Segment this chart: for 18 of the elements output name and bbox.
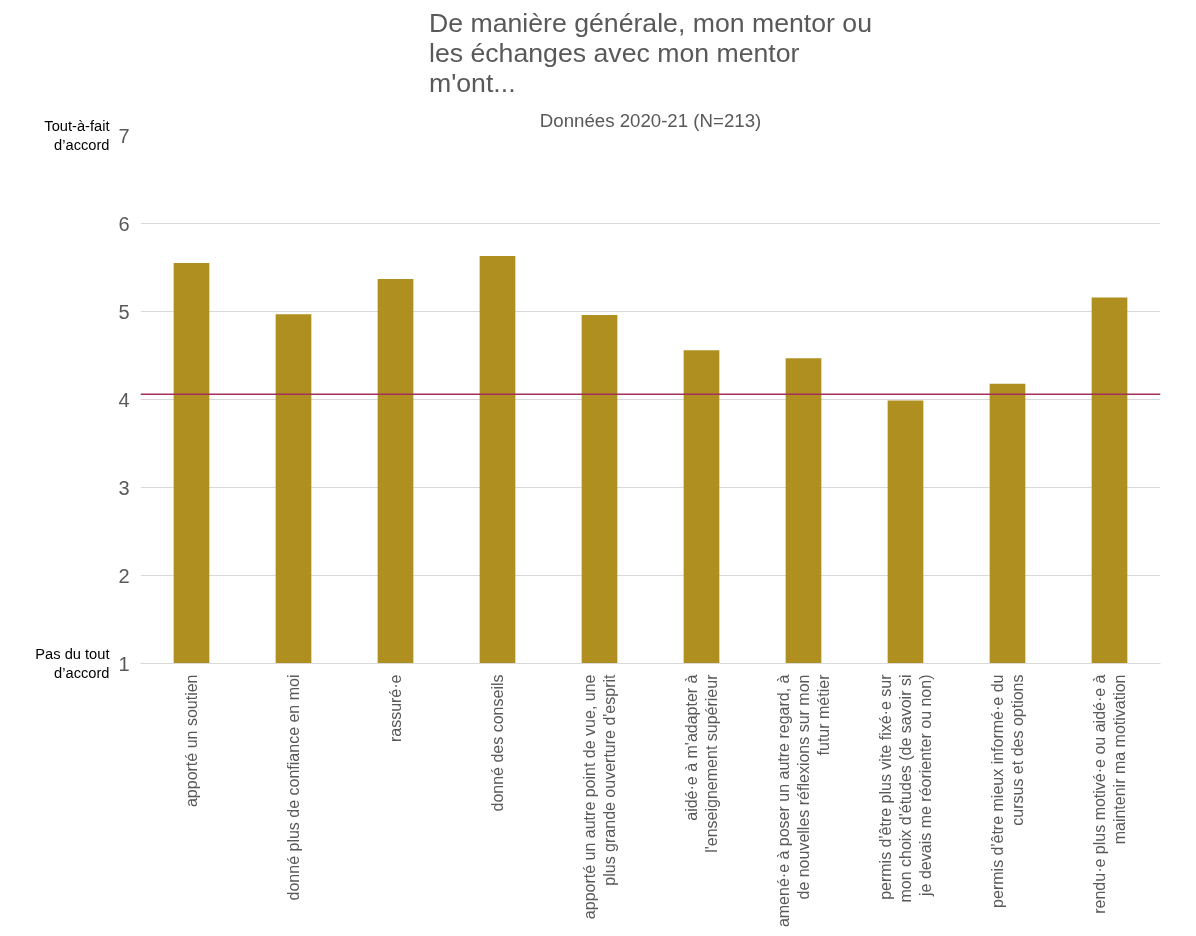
x-tick-label: apporté un autre point de vue, une plus grande ouverture d'esprit	[580, 673, 619, 920]
y-tick-label: 1	[118, 652, 130, 675]
text: Pas du tout d’accord	[35, 645, 110, 682]
chart-title: De manière générale, mon mentor ou les échanges avec mon mentor m'ont...	[428, 7, 873, 98]
chart-subtitle: Données 2020-21 (N=213)	[539, 109, 762, 131]
y-tick-label: 7	[118, 124, 130, 147]
y-tick-label: 4	[118, 388, 130, 411]
x-tick-label: donné plus de confiance en moi	[285, 674, 302, 901]
text: Tout-à-fait d’accord	[44, 117, 110, 154]
y-tick-label: 6	[118, 212, 130, 235]
x-tick-label: rassuré·e	[387, 674, 404, 743]
y-tick-label: 2	[118, 564, 130, 587]
y-tick-label: 3	[118, 476, 130, 499]
y-tick-label: 5	[118, 300, 130, 323]
x-tick-label: rendu·e plus motivé·e ou aidé·e à maintenir ma motivation	[1090, 674, 1129, 914]
x-tick-label: apporté un soutien	[183, 674, 200, 808]
x-tick-label: donné des conseils	[489, 674, 506, 812]
x-tick-label: permis d'être plus vite fixé·e sur mon choix d'études (de savoir si je devais me réorienter ou non)	[876, 673, 935, 903]
